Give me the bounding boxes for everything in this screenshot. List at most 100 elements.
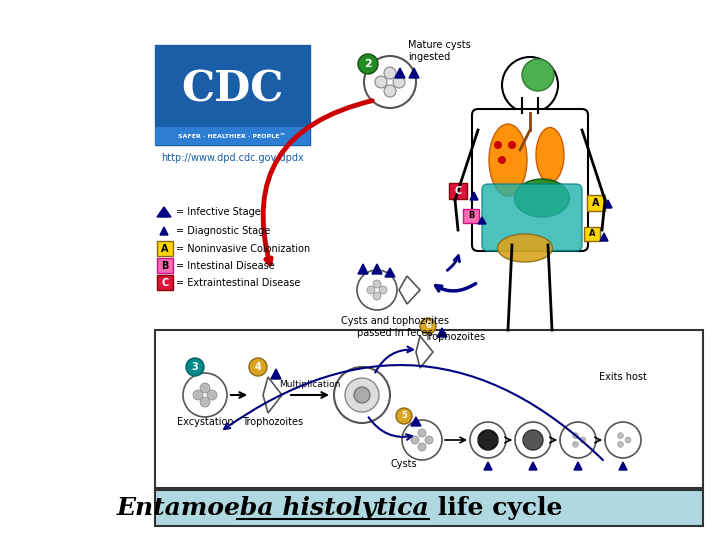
FancyBboxPatch shape [482,184,582,251]
Circle shape [572,433,578,438]
Ellipse shape [489,124,527,196]
Circle shape [358,54,378,74]
Polygon shape [358,264,368,274]
Polygon shape [395,68,405,78]
Circle shape [618,433,624,438]
FancyBboxPatch shape [587,195,605,211]
Text: Entamoeba histolytica: Entamoeba histolytica [116,496,429,520]
Circle shape [402,420,442,460]
Polygon shape [437,328,447,337]
Ellipse shape [498,234,552,262]
Text: = Diagnostic Stage: = Diagnostic Stage [176,226,270,236]
Text: B: B [468,212,474,220]
Circle shape [373,280,381,288]
Text: Multiplication: Multiplication [279,380,341,389]
Circle shape [515,422,551,458]
FancyBboxPatch shape [157,275,173,290]
Circle shape [522,59,554,91]
Text: = Extraintestinal Disease: = Extraintestinal Disease [176,278,300,288]
Circle shape [207,390,217,400]
Polygon shape [478,217,486,224]
Polygon shape [409,68,419,78]
Ellipse shape [515,179,570,217]
Text: 3: 3 [192,362,199,372]
Circle shape [367,286,375,294]
Circle shape [345,378,379,412]
FancyBboxPatch shape [157,241,173,256]
Polygon shape [271,369,281,379]
Circle shape [373,292,381,300]
FancyBboxPatch shape [584,227,600,241]
Polygon shape [160,227,168,235]
Polygon shape [416,336,433,368]
FancyBboxPatch shape [155,45,310,145]
Circle shape [249,358,267,376]
Circle shape [193,390,203,400]
Text: = Infective Stage: = Infective Stage [176,207,261,217]
Circle shape [393,76,405,88]
Circle shape [580,437,586,443]
Text: B: B [161,261,168,271]
Circle shape [357,270,397,310]
Polygon shape [619,462,627,470]
Circle shape [523,430,543,450]
FancyBboxPatch shape [155,127,310,145]
Text: 6: 6 [425,321,431,330]
Circle shape [605,422,641,458]
Circle shape [498,156,506,164]
Circle shape [364,56,416,108]
Polygon shape [372,264,382,274]
Text: http://www.dpd.cdc.gov/dpdx: http://www.dpd.cdc.gov/dpdx [161,153,303,163]
Text: Trophozoites: Trophozoites [243,417,304,427]
Text: C: C [161,278,168,288]
Circle shape [354,387,370,403]
Text: 4: 4 [255,362,261,372]
Text: = Noninvasive Colonization: = Noninvasive Colonization [176,244,310,254]
FancyBboxPatch shape [449,183,467,199]
Circle shape [411,436,419,444]
FancyBboxPatch shape [463,209,479,223]
Text: Mature cysts
ingested: Mature cysts ingested [408,40,471,62]
Text: Cysts and tophozoites
passed in feces: Cysts and tophozoites passed in feces [341,316,449,338]
Circle shape [375,76,387,88]
Circle shape [183,373,227,417]
FancyBboxPatch shape [155,490,703,526]
Circle shape [625,437,631,443]
Polygon shape [484,462,492,470]
Circle shape [508,141,516,149]
Circle shape [618,441,624,447]
Text: A: A [589,230,595,239]
Circle shape [384,85,396,97]
Text: A: A [593,198,600,208]
Circle shape [200,397,210,407]
Polygon shape [399,276,420,304]
FancyBboxPatch shape [157,258,173,273]
Text: SAFER · HEALTHIER · PEOPLE™: SAFER · HEALTHIER · PEOPLE™ [178,133,286,138]
Circle shape [572,441,578,447]
Text: Trophozoites: Trophozoites [424,332,485,342]
Polygon shape [263,377,282,413]
Text: life cycle: life cycle [429,496,562,520]
Circle shape [384,67,396,79]
Text: A: A [161,244,168,254]
Circle shape [420,318,436,334]
FancyBboxPatch shape [155,330,703,488]
Circle shape [186,358,204,376]
Polygon shape [574,462,582,470]
Circle shape [418,429,426,437]
Circle shape [560,422,596,458]
Text: CDC: CDC [181,69,283,111]
Polygon shape [157,207,171,217]
Circle shape [478,430,498,450]
Text: Exits host: Exits host [599,372,647,382]
Text: C: C [454,186,462,196]
Circle shape [470,422,506,458]
Polygon shape [600,233,608,241]
Circle shape [379,286,387,294]
Circle shape [494,141,502,149]
Polygon shape [470,192,478,200]
Text: 2: 2 [364,59,372,69]
Polygon shape [385,268,395,277]
Polygon shape [411,417,421,426]
Circle shape [396,408,412,424]
